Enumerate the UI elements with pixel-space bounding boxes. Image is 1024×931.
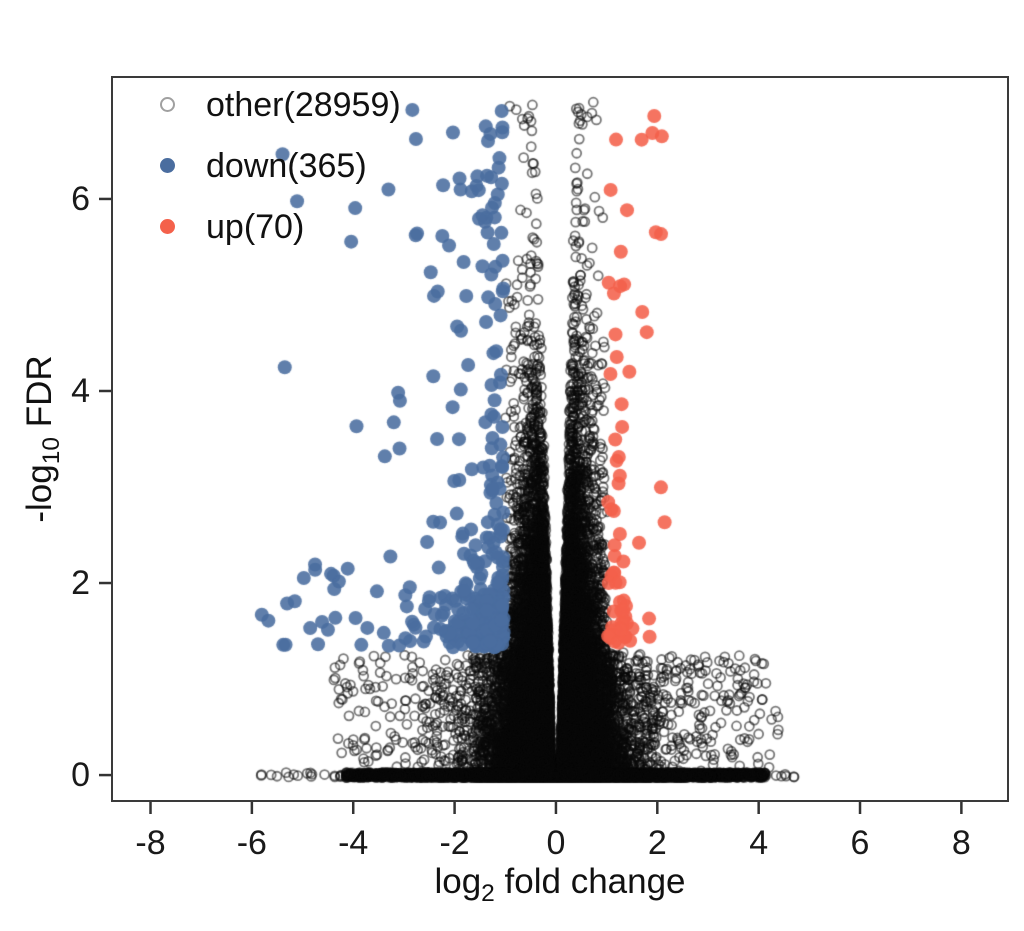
y-axis-tick-marks	[99, 197, 111, 777]
open-circle-icon	[159, 97, 175, 112]
legend-label-up: up(70)	[206, 207, 305, 246]
x-tick-label-7: 6	[850, 824, 870, 862]
legend-label-other: other(28959)	[206, 85, 401, 124]
legend-marker-box	[150, 97, 184, 112]
legend-label-down: down(365)	[206, 146, 367, 185]
x-tick-label-0: -8	[135, 824, 166, 862]
x-tick-label-4: 0	[546, 824, 566, 862]
legend-item-other: other(28959)	[150, 74, 401, 135]
x-axis-tick-marks	[149, 802, 963, 814]
x-tick-label-5: 2	[647, 824, 667, 862]
x-tick-label-1: -6	[236, 824, 267, 862]
x-axis-title-subscript: 2	[481, 880, 495, 907]
y-axis-title-pre: -log	[20, 464, 59, 523]
y-tick-label-1: 2	[71, 564, 90, 603]
x-tick-label-2: -4	[338, 824, 369, 862]
y-axis-title-post: FDR	[20, 355, 59, 438]
x-axis-title: log2 fold change	[112, 862, 1008, 908]
y-axis-title-subscript: 10	[38, 437, 65, 465]
legend-item-up: up(70)	[150, 196, 401, 257]
y-tick-label-2: 4	[71, 371, 90, 410]
legend-marker-box	[150, 219, 184, 234]
y-axis-title: -log10 FDR	[18, 289, 65, 589]
y-tick-label-3: 6	[71, 179, 90, 218]
x-tick-label-6: 4	[749, 824, 769, 862]
x-axis-title-pre: log	[434, 862, 482, 901]
x-axis-title-post: fold change	[494, 862, 686, 901]
legend-item-down: down(365)	[150, 135, 401, 196]
x-tick-label-8: 8	[951, 824, 971, 862]
legend-marker-box	[150, 158, 184, 173]
y-tick-label-0: 0	[71, 756, 90, 795]
filled-circle-icon	[159, 158, 175, 173]
legend: other(28959) down(365) up(70)	[150, 74, 401, 257]
x-tick-label-3: -2	[439, 824, 470, 862]
filled-circle-icon	[159, 219, 175, 234]
plot-border	[111, 76, 1009, 802]
